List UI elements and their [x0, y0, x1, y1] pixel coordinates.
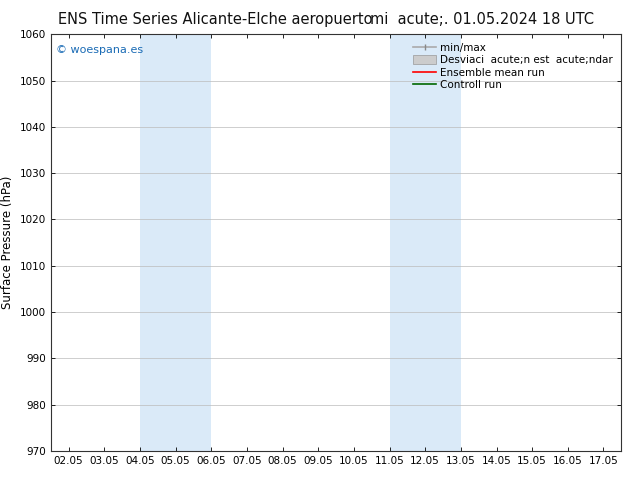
Bar — [140, 34, 211, 451]
Text: ENS Time Series Alicante-Elche aeropuerto: ENS Time Series Alicante-Elche aeropuert… — [58, 12, 373, 27]
Bar — [389, 34, 461, 451]
Text: © woespana.es: © woespana.es — [56, 45, 143, 55]
Legend: min/max, Desviaci  acute;n est  acute;ndar, Ensemble mean run, Controll run: min/max, Desviaci acute;n est acute;ndar… — [410, 40, 616, 94]
Text: mi  acute;. 01.05.2024 18 UTC: mi acute;. 01.05.2024 18 UTC — [370, 12, 594, 27]
Y-axis label: Surface Pressure (hPa): Surface Pressure (hPa) — [1, 176, 14, 309]
